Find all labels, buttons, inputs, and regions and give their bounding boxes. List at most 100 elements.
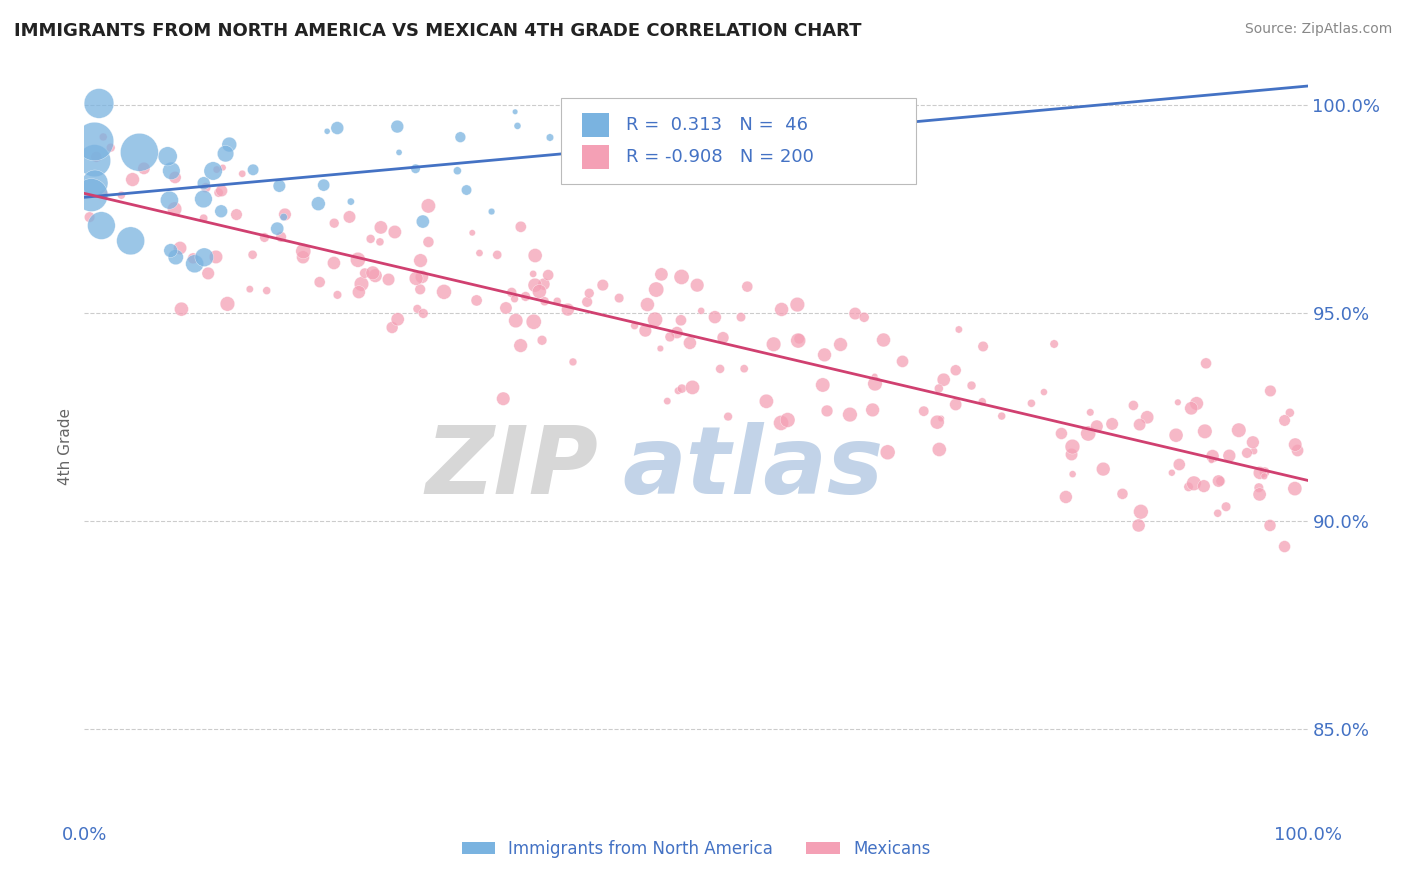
- Point: [1062, 440, 1084, 454]
- Point: [157, 193, 180, 207]
- Point: [411, 269, 433, 284]
- Point: [928, 382, 950, 396]
- Point: [193, 192, 215, 206]
- Point: [666, 384, 689, 398]
- Point: [1122, 399, 1144, 413]
- Point: [830, 337, 852, 351]
- Point: [1253, 465, 1275, 479]
- Point: [1021, 396, 1043, 410]
- Point: [737, 279, 759, 293]
- Point: [876, 445, 898, 459]
- Point: [645, 283, 668, 297]
- Point: [312, 178, 335, 193]
- Point: [270, 230, 292, 244]
- Point: [486, 248, 509, 262]
- Point: [253, 230, 276, 244]
- Point: [347, 285, 370, 299]
- Point: [409, 253, 432, 268]
- Point: [945, 397, 967, 411]
- Point: [776, 413, 799, 427]
- Point: [205, 162, 228, 177]
- Point: [644, 312, 666, 326]
- Point: [607, 291, 630, 305]
- Point: [211, 184, 233, 198]
- Point: [387, 120, 409, 134]
- Point: [1241, 435, 1264, 450]
- Point: [1249, 466, 1271, 480]
- Point: [292, 244, 315, 259]
- Point: [361, 266, 384, 280]
- Point: [1247, 481, 1270, 495]
- Point: [339, 210, 361, 224]
- Point: [159, 244, 181, 258]
- Point: [509, 338, 531, 352]
- Point: [387, 312, 409, 326]
- Point: [1129, 505, 1152, 519]
- Point: [183, 257, 205, 271]
- Legend: Immigrants from North America, Mexicans: Immigrants from North America, Mexicans: [456, 833, 936, 864]
- Point: [1260, 384, 1282, 398]
- Point: [1054, 490, 1077, 504]
- Point: [1160, 466, 1182, 480]
- Point: [207, 186, 229, 200]
- Point: [503, 292, 526, 306]
- Point: [449, 130, 471, 145]
- Point: [533, 294, 555, 309]
- Point: [225, 208, 247, 222]
- Point: [217, 297, 239, 311]
- Point: [1249, 487, 1271, 501]
- Point: [1032, 385, 1054, 400]
- Point: [1201, 449, 1223, 463]
- Point: [872, 333, 894, 347]
- Point: [256, 284, 278, 298]
- Point: [929, 411, 952, 425]
- Point: [381, 320, 404, 334]
- Point: [80, 188, 103, 202]
- Point: [1177, 480, 1199, 494]
- Point: [560, 132, 582, 146]
- Point: [690, 303, 713, 318]
- Point: [669, 313, 692, 327]
- Point: [524, 278, 547, 293]
- Point: [347, 252, 370, 267]
- Point: [405, 271, 427, 285]
- Point: [193, 211, 215, 226]
- Point: [120, 234, 142, 248]
- Point: [269, 178, 291, 193]
- Point: [1111, 487, 1133, 501]
- Point: [839, 408, 862, 422]
- Point: [1043, 337, 1066, 351]
- Point: [84, 150, 107, 164]
- Text: ZIP: ZIP: [425, 423, 598, 515]
- Point: [912, 404, 935, 418]
- Point: [1136, 410, 1159, 425]
- Point: [1077, 426, 1099, 441]
- Point: [273, 210, 295, 224]
- Point: [350, 277, 373, 291]
- Point: [100, 141, 122, 155]
- Point: [821, 171, 844, 186]
- Point: [412, 306, 434, 320]
- Point: [1206, 506, 1229, 520]
- Point: [360, 232, 382, 246]
- Point: [468, 246, 491, 260]
- Bar: [582, 145, 609, 169]
- Point: [128, 145, 150, 160]
- Point: [446, 163, 468, 178]
- Point: [218, 137, 240, 152]
- Point: [209, 204, 232, 219]
- Point: [863, 376, 886, 391]
- Point: [686, 278, 709, 293]
- Point: [308, 275, 330, 289]
- Point: [91, 130, 114, 145]
- Point: [1284, 437, 1306, 451]
- Point: [522, 267, 544, 281]
- Point: [1192, 479, 1215, 493]
- Point: [665, 326, 688, 340]
- Point: [492, 392, 515, 406]
- Point: [972, 394, 994, 409]
- Point: [863, 369, 886, 384]
- Point: [928, 442, 950, 457]
- Point: [1129, 417, 1152, 432]
- Point: [197, 266, 219, 280]
